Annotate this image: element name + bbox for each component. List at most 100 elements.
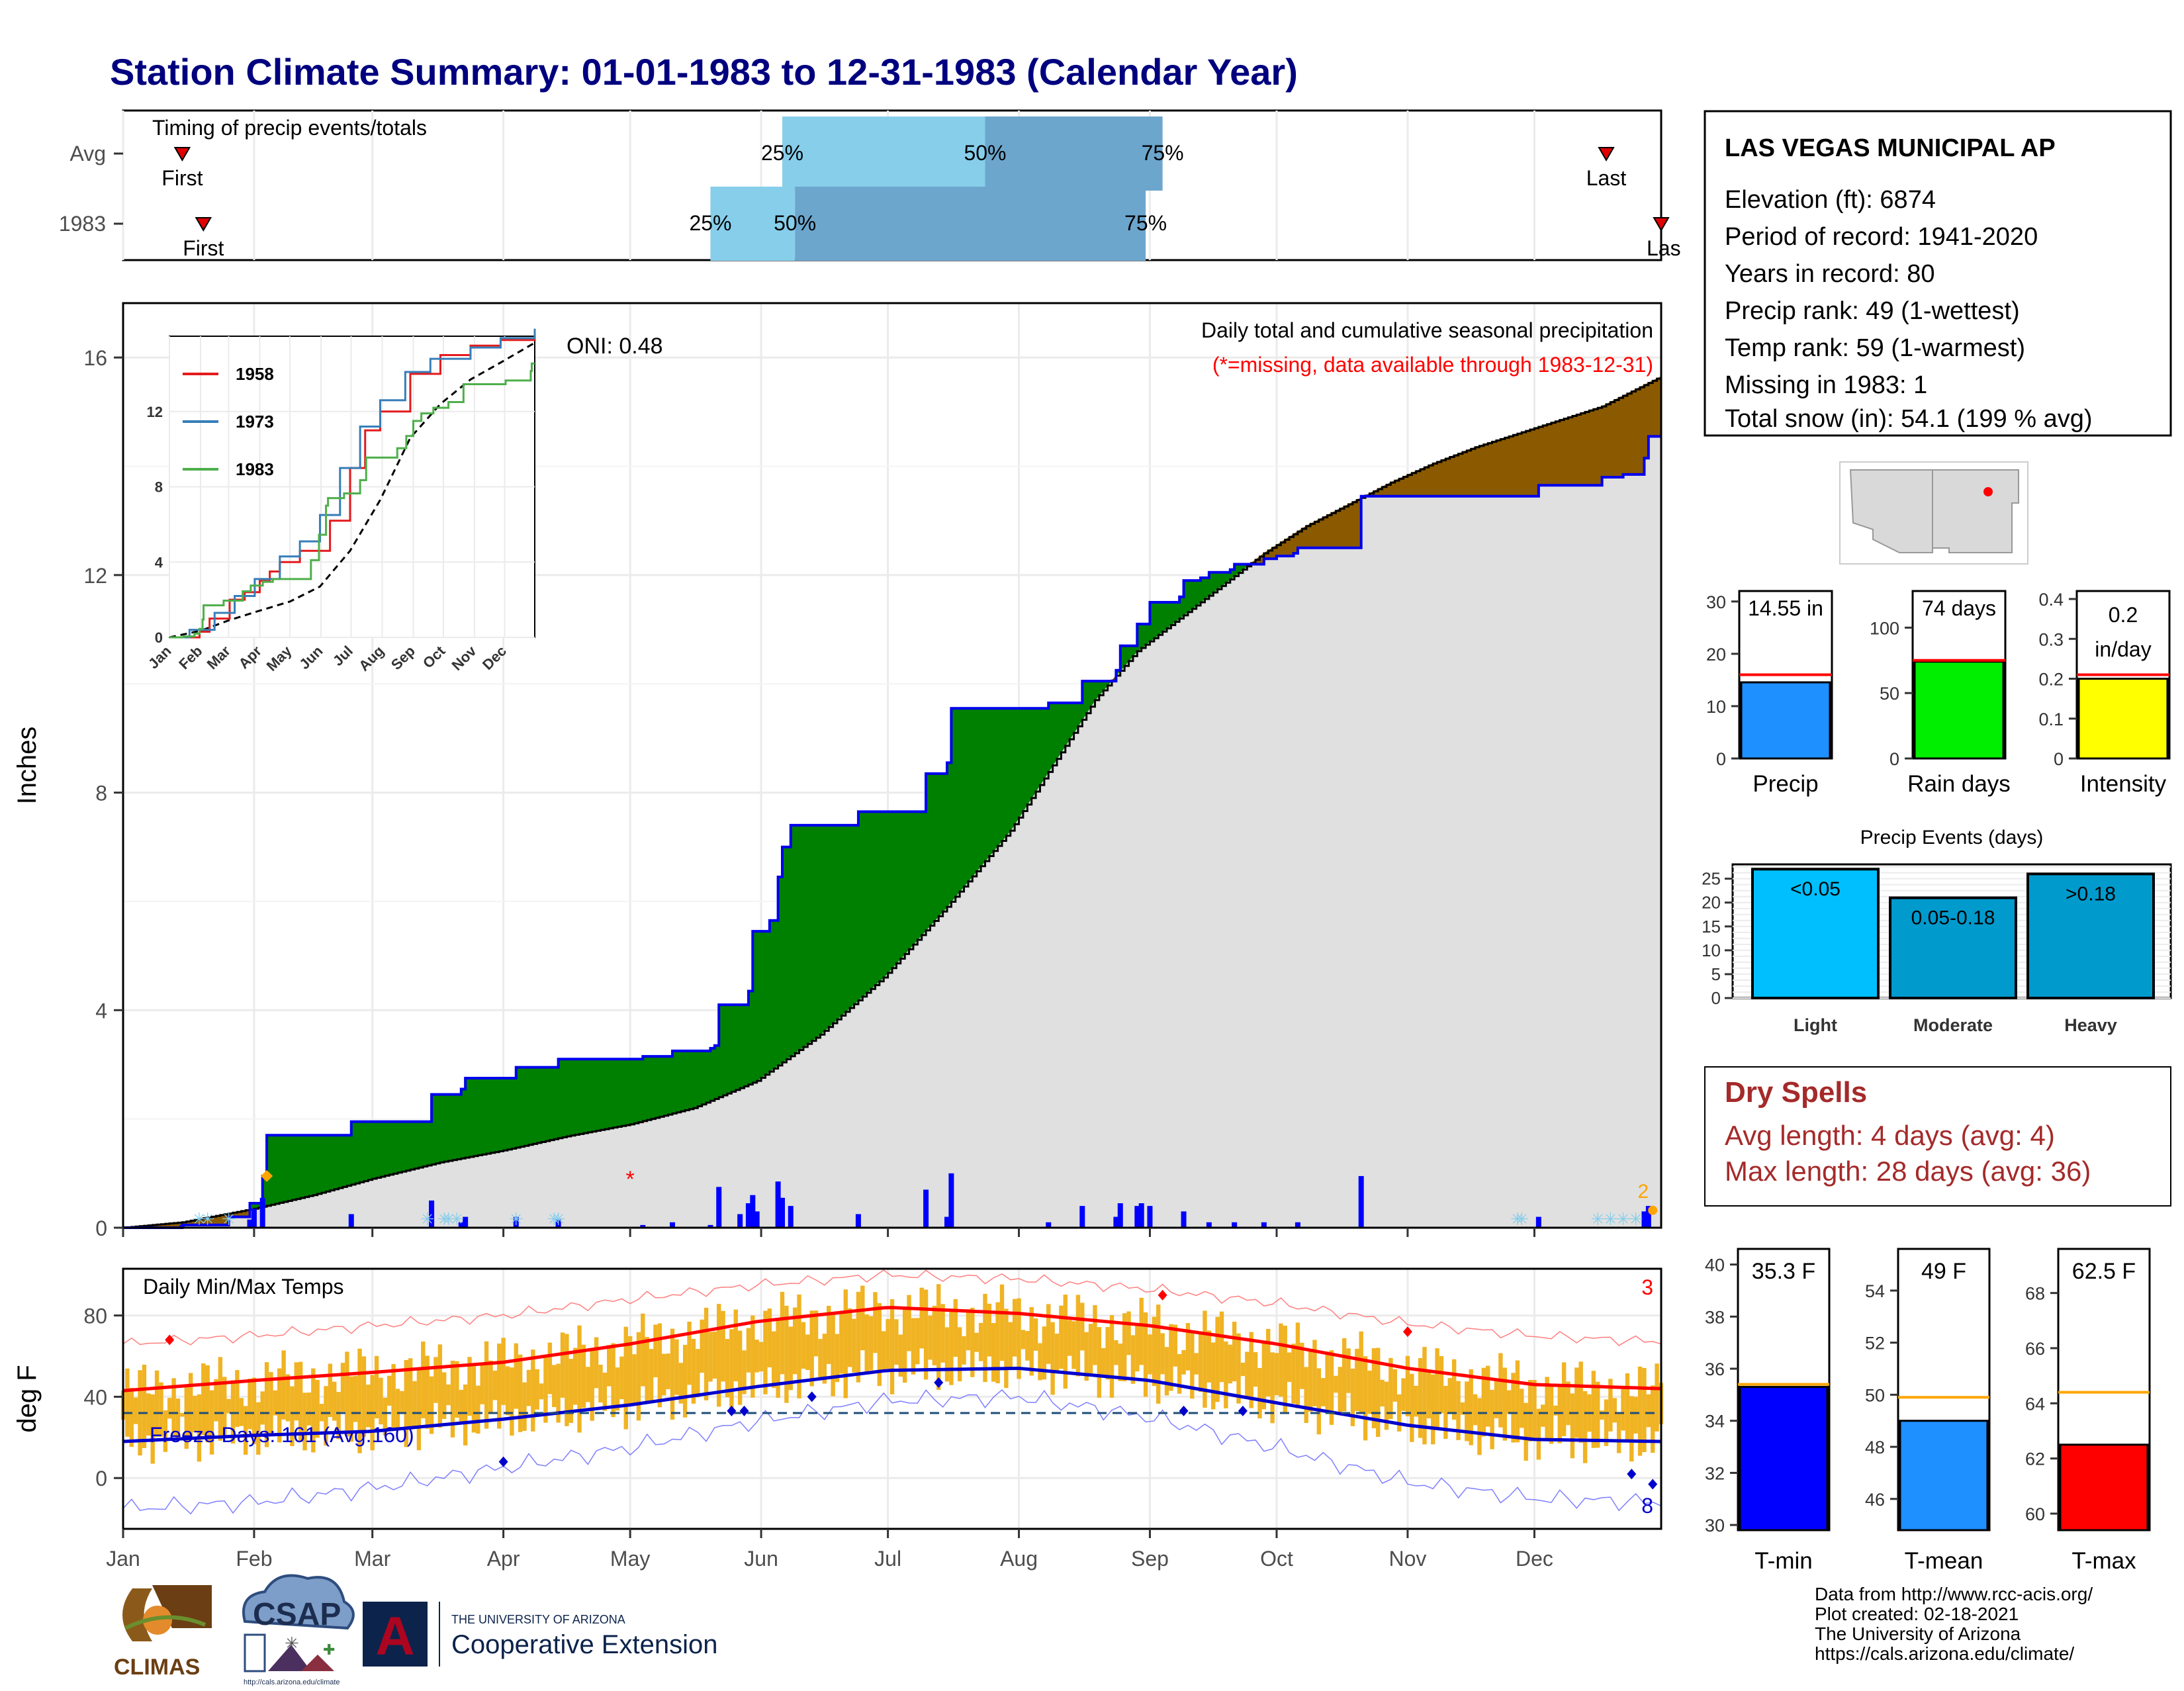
- record-low-marker-icon: [727, 1405, 737, 1416]
- daily-temp-bar: [340, 1363, 345, 1412]
- daily-temp-bar: [1249, 1332, 1253, 1408]
- daily-temp-bar: [547, 1342, 553, 1394]
- daily-temp-bar: [1541, 1404, 1545, 1427]
- ua-a-letter: A: [375, 1606, 414, 1667]
- daily-temp-bar: [1274, 1353, 1279, 1396]
- cloud-icon: [242, 1574, 355, 1630]
- daily-temp-bar: [758, 1342, 764, 1372]
- pct-label: 75%: [1142, 141, 1184, 165]
- pct-label: 25%: [689, 211, 731, 235]
- daily-temp-bar: [1080, 1303, 1085, 1351]
- daily-precip-bar: [259, 1197, 265, 1228]
- daily-temp-bar: [619, 1356, 624, 1400]
- above-avg-area: [684, 1050, 690, 1111]
- y-tick-label: 4: [95, 999, 107, 1023]
- summary-bar: [2077, 678, 2169, 760]
- credits: Data from http://www.rcc-acis.org/ Plot …: [1815, 1584, 2093, 1664]
- summary-bar: [1739, 1386, 1829, 1531]
- event-bar-label: 0.05-0.18: [1911, 907, 1995, 929]
- inset-legend-label: 1973: [236, 412, 274, 432]
- above-avg-area: [596, 1058, 601, 1132]
- daily-temp-bar: [868, 1316, 874, 1371]
- daily-temp-bar: [1600, 1410, 1604, 1420]
- x-tick-label: Aug: [1000, 1547, 1038, 1571]
- daily-temp-bar: [1456, 1381, 1461, 1440]
- daily-temp-bar: [201, 1363, 206, 1436]
- below-avg-area: [1648, 380, 1653, 437]
- below-avg-area: [1547, 422, 1552, 486]
- daily-temp-bar: [940, 1304, 945, 1363]
- above-avg-area: [511, 1077, 517, 1150]
- daily-temp-bar: [556, 1363, 561, 1423]
- above-avg-area: [507, 1077, 512, 1150]
- above-avg-area: [786, 846, 792, 1060]
- y-tick-label: 50: [1865, 1385, 1885, 1405]
- above-avg-area: [283, 1134, 289, 1203]
- above-avg-area: [592, 1058, 597, 1132]
- ua-name: THE UNIVERSITY OF ARIZONA: [451, 1613, 625, 1626]
- daily-precip-bar: [247, 1219, 253, 1228]
- daily-temp-bar: [1338, 1367, 1342, 1415]
- daily-temp-bar: [379, 1377, 383, 1425]
- above-avg-area: [934, 773, 939, 922]
- station-info-box: LAS VEGAS MUNICIPAL AP Elevation (ft): 6…: [1704, 110, 2172, 437]
- daily-temp-bar: [492, 1370, 498, 1400]
- daily-temp-bar: [1633, 1396, 1638, 1434]
- above-avg-area: [1031, 708, 1036, 800]
- above-avg-area: [566, 1058, 572, 1137]
- daily-temp-bar: [1088, 1324, 1093, 1375]
- snow-icon: ✳: [551, 1209, 566, 1229]
- daily-precip-bar: [948, 1173, 954, 1228]
- missing-marker-icon: *: [626, 1167, 635, 1192]
- daily-temp-bar: [1287, 1352, 1292, 1383]
- daily-temp-bar: [374, 1355, 379, 1419]
- daily-temp-bar: [1646, 1394, 1651, 1428]
- daily-temp-bar: [602, 1372, 608, 1411]
- y-tick-label: 34: [1705, 1412, 1725, 1432]
- daily-temp-bar: [1126, 1311, 1131, 1355]
- daily-temp-bar: [1342, 1338, 1347, 1412]
- daily-temp-bar: [387, 1375, 392, 1406]
- above-avg-area: [359, 1121, 365, 1183]
- daily-temp-bar: [1025, 1331, 1030, 1361]
- above-avg-area: [291, 1134, 297, 1201]
- below-avg-area: [1652, 378, 1658, 437]
- daily-temp-bar: [159, 1382, 163, 1437]
- dry-spells-avg: Avg length: 4 days (avg: 4): [1725, 1120, 2055, 1151]
- daily-temp-bar: [1300, 1342, 1304, 1389]
- daily-precip-bar: [750, 1195, 756, 1228]
- daily-temp-bar: [1190, 1332, 1195, 1399]
- summary-bar: [2059, 1443, 2149, 1531]
- daily-precip-bar: [429, 1200, 435, 1228]
- above-avg-area: [989, 708, 994, 857]
- daily-temp-bar: [957, 1327, 962, 1382]
- above-avg-area: [976, 708, 981, 872]
- climas-text: CLIMAS: [114, 1655, 200, 1680]
- category-label: Intensity: [2080, 771, 2167, 797]
- inset-series-line: [169, 362, 535, 639]
- daily-precip-bar: [1117, 1203, 1123, 1228]
- category-label: T-min: [1754, 1548, 1813, 1574]
- above-avg-area: [1026, 708, 1032, 806]
- daily-temp-bar: [1109, 1315, 1115, 1398]
- daily-temp-bar: [1316, 1368, 1322, 1435]
- daily-temp-bar: [932, 1306, 937, 1365]
- daily-temp-bar: [1405, 1355, 1410, 1417]
- daily-temp-bar: [1228, 1344, 1232, 1384]
- daily-temp-bar: [1380, 1379, 1385, 1407]
- above-avg-area: [490, 1077, 496, 1154]
- above-avg-area: [819, 825, 825, 1036]
- daily-temp-bar: [526, 1369, 531, 1406]
- page-title: Station Climate Summary: 01-01-1983 to 1…: [110, 51, 1298, 93]
- daily-temp-bar: [1097, 1327, 1102, 1398]
- y-tick-label: 46: [1865, 1490, 1885, 1510]
- above-avg-area: [735, 1004, 741, 1091]
- above-avg-area: [638, 1058, 643, 1123]
- daily-temp-bar: [915, 1318, 920, 1365]
- daily-temp-bar: [1004, 1308, 1009, 1389]
- daily-temp-bar: [1410, 1373, 1414, 1442]
- above-avg-area: [414, 1121, 420, 1169]
- plot-frame: [122, 302, 1662, 1229]
- above-avg-area: [625, 1058, 631, 1126]
- daily-temp-bar: [1520, 1389, 1524, 1428]
